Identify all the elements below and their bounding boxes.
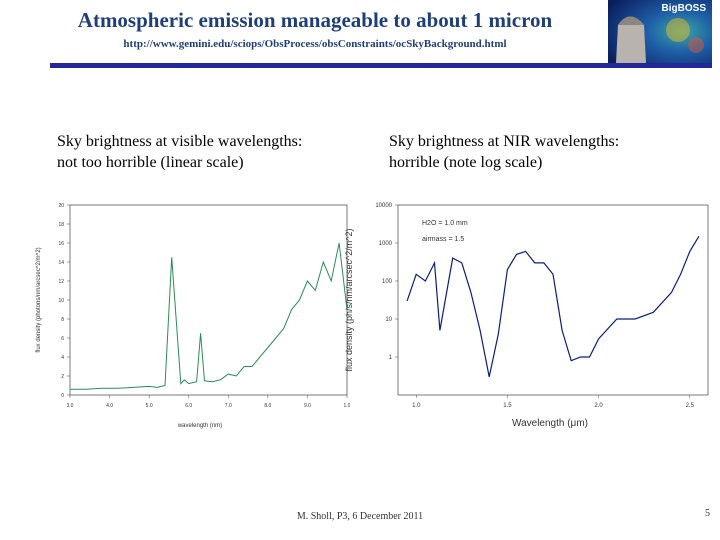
nir-ytick-label: 10000 [375, 203, 392, 209]
visible-ytick-label: 6 [61, 336, 64, 342]
bigboss-logo: BigBOSS [608, 0, 712, 63]
nir-xtick-label: 2.0 [594, 403, 603, 409]
slide-footer: M. Sholl, P3, 6 December 2011 [296, 511, 424, 522]
visible-ytick-label: 20 [58, 203, 64, 209]
visible-ytick-label: 12 [58, 279, 64, 285]
visible-plot-frame [69, 204, 348, 396]
nir-xtick-label: 2.5 [686, 403, 695, 409]
visible-xtick-label: 8.0 [264, 403, 271, 409]
visible-ytick-label: 14 [58, 260, 64, 266]
nir-caption-line1: Sky brightness at NIR wavelengths: [389, 133, 620, 150]
visible-xlabel: wavelength (nm) [177, 423, 222, 429]
slide-title: Atmospheric emission manageable to about… [77, 8, 553, 32]
nir-sky-chart: 1 10 100 1000 10000 1.0 1.5 2.0 2.5 H2O = 1.0 m… [344, 203, 709, 429]
nir-ytick-label: 10 [385, 317, 392, 323]
nir-ytick-label: 1000 [379, 241, 393, 247]
visible-caption-line1: Sky brightness at visible wavelengths: [57, 133, 303, 150]
source-url[interactable]: http://www.gemini.edu/sciops/ObsProcess/… [123, 38, 507, 50]
nir-ytick-label: 100 [382, 279, 393, 285]
visible-xtick-label: 1.0 [344, 403, 350, 409]
visible-caption-line2: not too horrible (linear scale) [57, 154, 244, 171]
visible-xtick-label: 4.0 [106, 403, 113, 409]
visible-xtick-label: 7.0 [225, 403, 232, 409]
visible-xtick-label: 9.0 [304, 403, 311, 409]
logo-image [608, 0, 712, 63]
visible-series-line [70, 242, 348, 390]
nir-ytick-label: 1 [389, 355, 393, 361]
page-number: 5 [705, 508, 710, 519]
visible-xtick-label: 6.0 [185, 403, 192, 409]
nir-xtick-label: 1.0 [412, 403, 421, 409]
nir-xlabel: Wavelength (μm) [512, 418, 588, 429]
nir-caption-line2: horrible (note log scale) [389, 154, 543, 171]
visible-ytick-label: 4 [61, 355, 64, 361]
visible-ylabel: flux density (photons/nm/arcsec^2/m^2) [36, 247, 42, 352]
logo-text: BigBOSS [661, 3, 706, 14]
visible-ytick-label: 2 [61, 374, 64, 380]
visible-ytick-label: 10 [58, 298, 64, 304]
visible-caption: Sky brightness at visible wavelengths: n… [57, 131, 357, 173]
visible-sky-chart: 0 2 4 6 8 10 12 14 16 18 20 3.0 4.0 5.0 6.0 7.0 8.0 9.0 1… [36, 203, 350, 429]
nir-annotation-h2o: H2O = 1.0 mm [422, 220, 468, 227]
nir-ylabel: flux density (ph/s/nm/arcsec^2/m^2) [344, 229, 354, 372]
visible-xtick-label: 3.0 [67, 403, 74, 409]
visible-ytick-label: 18 [58, 222, 64, 228]
nir-xtick-label: 1.5 [503, 403, 512, 409]
visible-ytick-label: 0 [61, 393, 64, 399]
nir-plot-frame [397, 204, 709, 396]
nir-caption: Sky brightness at NIR wavelengths: horri… [389, 131, 689, 173]
visible-ytick-label: 8 [61, 317, 64, 323]
nir-annotation-airmass: airmass = 1.5 [422, 236, 464, 243]
nir-series-line [406, 235, 700, 378]
title-rule [50, 63, 712, 68]
visible-xtick-label: 5.0 [146, 403, 153, 409]
visible-ytick-label: 16 [58, 241, 64, 247]
